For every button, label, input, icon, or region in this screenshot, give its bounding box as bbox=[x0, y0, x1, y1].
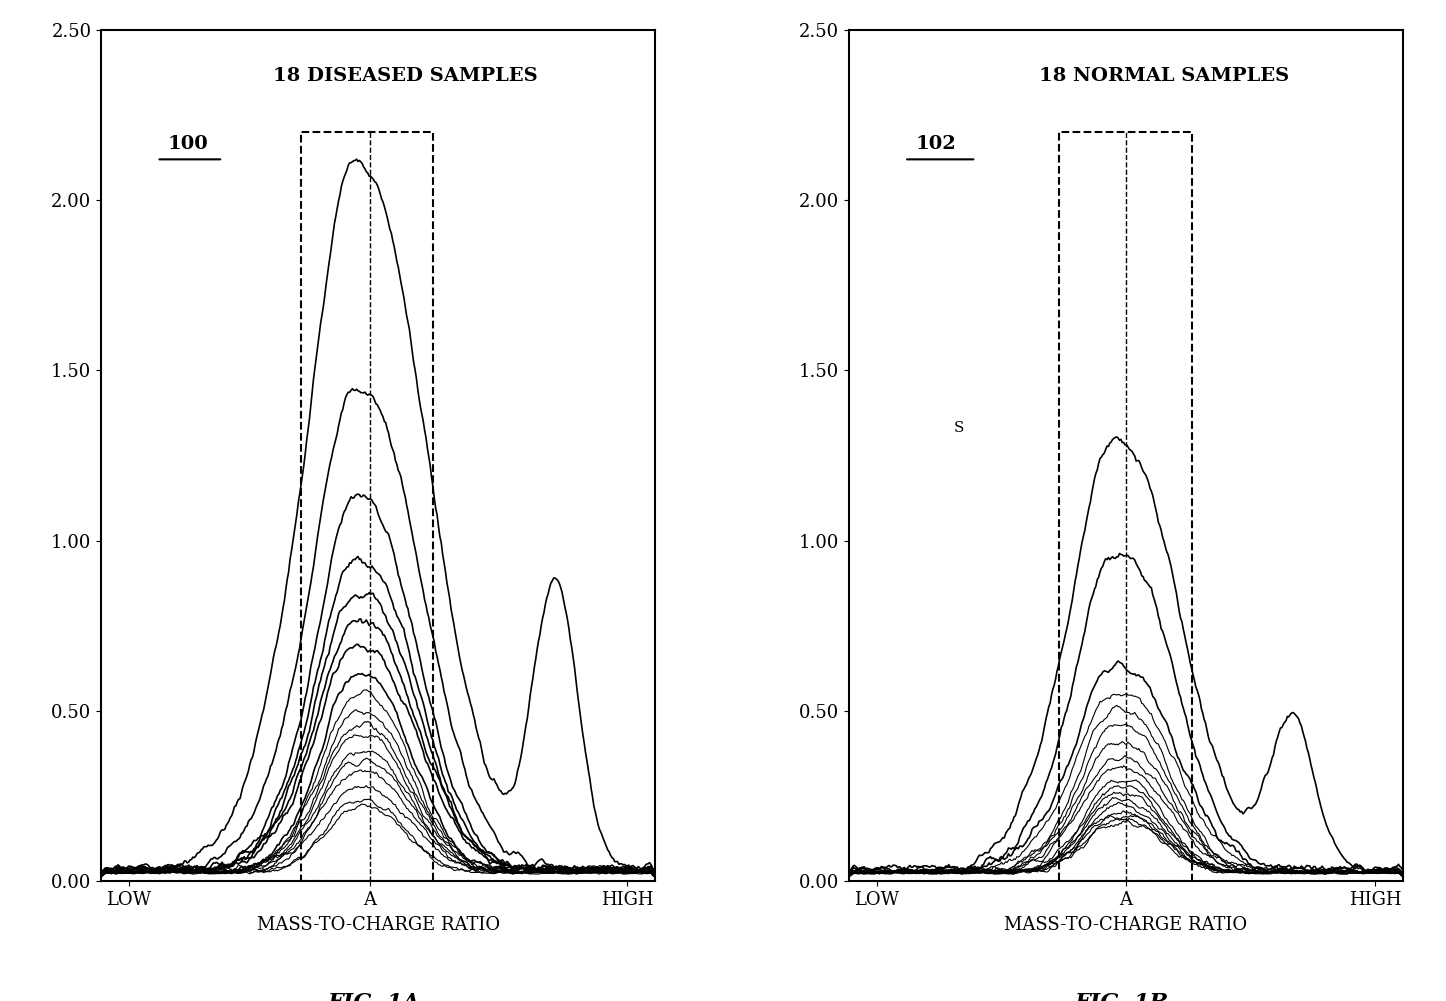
Text: S: S bbox=[954, 420, 964, 434]
Text: 18 NORMAL SAMPLES: 18 NORMAL SAMPLES bbox=[1040, 67, 1290, 85]
Text: FIG. 1A.: FIG. 1A. bbox=[328, 992, 428, 1001]
X-axis label: MASS-TO-CHARGE RATIO: MASS-TO-CHARGE RATIO bbox=[1004, 916, 1248, 934]
X-axis label: MASS-TO-CHARGE RATIO: MASS-TO-CHARGE RATIO bbox=[256, 916, 500, 934]
Text: FIG. 1B.: FIG. 1B. bbox=[1074, 992, 1177, 1001]
Bar bbox=[301, 132, 434, 881]
Text: 102: 102 bbox=[915, 135, 956, 153]
Text: 18 DISEASED SAMPLES: 18 DISEASED SAMPLES bbox=[273, 67, 538, 85]
Text: 100: 100 bbox=[168, 135, 208, 153]
Bar bbox=[1060, 132, 1192, 881]
